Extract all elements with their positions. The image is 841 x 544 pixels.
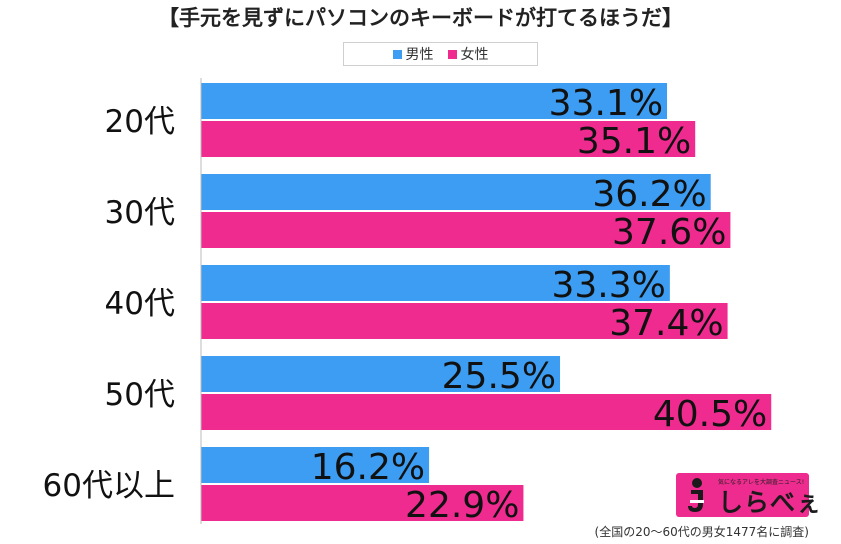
category-label: 50代 xyxy=(105,377,175,413)
data-label: 33.1% xyxy=(549,83,663,124)
data-label: 25.5% xyxy=(442,356,556,397)
category-label: 60代以上 xyxy=(43,468,175,504)
footnote: (全国の20～60代の男女1477名に調査) xyxy=(594,525,809,539)
data-label: 36.2% xyxy=(592,174,706,215)
legend: 男性 女性 xyxy=(343,42,538,66)
data-label: 40.5% xyxy=(653,394,767,435)
brand-logo: 気になるアレを大調査ニュース! しらべぇ xyxy=(676,473,821,517)
legend-label-male: 男性 xyxy=(405,47,434,63)
legend-swatch-male xyxy=(392,49,402,59)
logo-tagline: 気になるアレを大調査ニュース! xyxy=(718,479,805,486)
bar-female xyxy=(201,485,524,521)
logo-name: しらべぇ xyxy=(718,488,823,517)
bar-male xyxy=(201,356,561,392)
data-label: 37.6% xyxy=(612,212,726,253)
bar-female xyxy=(201,212,731,248)
category-label: 40代 xyxy=(105,286,175,322)
category-label: 30代 xyxy=(105,195,175,231)
legend-label-female: 女性 xyxy=(460,47,489,63)
data-label: 33.3% xyxy=(551,265,665,306)
data-label: 16.2% xyxy=(311,447,425,488)
data-label: 35.1% xyxy=(577,121,691,162)
bar-female xyxy=(201,303,728,339)
bar-male xyxy=(201,174,711,210)
legend-item-male: 男性 xyxy=(392,44,434,64)
bar-male xyxy=(201,83,668,119)
data-label: 37.4% xyxy=(609,303,723,344)
legend-swatch-female xyxy=(447,49,457,59)
bar-male xyxy=(201,447,430,483)
legend-item-female: 女性 xyxy=(447,44,489,64)
data-label: 22.9% xyxy=(405,485,519,526)
chart-title: 【手元を見ずにパソコンのキーボードが打てるほうだ】 xyxy=(158,6,683,30)
bar-female xyxy=(201,121,696,157)
bar-female xyxy=(201,394,772,430)
logo-mark-icon xyxy=(688,478,704,512)
category-label: 20代 xyxy=(105,104,175,140)
bar-male xyxy=(201,265,670,301)
